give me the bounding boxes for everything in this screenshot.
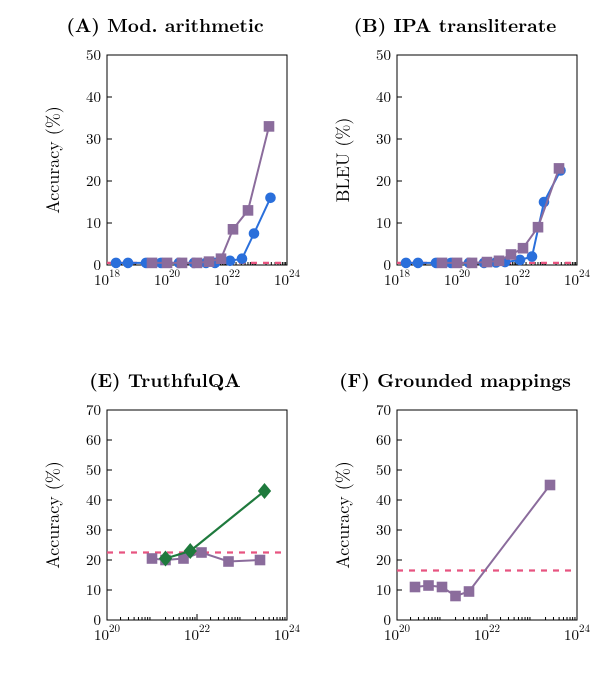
svg-text:1022: 1022 (504, 266, 530, 290)
svg-text:20: 20 (86, 170, 101, 191)
svg-text:1022: 1022 (214, 266, 240, 290)
svg-text:Accuracy (%): Accuracy (%) (40, 106, 65, 214)
panel-a: (A) Mod. arithmetic 01020304050Accuracy … (25, 10, 305, 320)
svg-text:10: 10 (86, 212, 101, 233)
svg-text:40: 40 (86, 489, 101, 510)
svg-text:1018: 1018 (94, 266, 121, 290)
svg-text:10: 10 (86, 579, 101, 600)
svg-text:20: 20 (86, 549, 101, 570)
svg-text:Accuracy (%): Accuracy (%) (330, 461, 355, 569)
panel-e: (E) TruthfulQA 010203040506070Accuracy (… (25, 365, 305, 675)
svg-text:1022: 1022 (184, 621, 210, 645)
svg-text:1022: 1022 (474, 621, 500, 645)
svg-text:30: 30 (376, 519, 391, 540)
svg-text:70: 70 (376, 399, 391, 420)
svg-text:1020: 1020 (384, 621, 411, 645)
svg-text:50: 50 (86, 44, 101, 65)
svg-text:40: 40 (86, 86, 101, 107)
svg-text:30: 30 (86, 128, 101, 149)
svg-text:1024: 1024 (274, 266, 301, 290)
svg-text:50: 50 (376, 44, 391, 65)
svg-text:60: 60 (376, 429, 391, 450)
svg-text:30: 30 (376, 128, 391, 149)
svg-text:BLEU (%): BLEU (%) (330, 118, 355, 203)
panel-a-svg: 01020304050Accuracy (%)1018102010221024 (25, 10, 305, 320)
svg-text:1020: 1020 (94, 621, 121, 645)
svg-text:40: 40 (376, 86, 391, 107)
panel-b: (B) IPA transliterate 01020304050BLEU (%… (315, 10, 595, 320)
svg-text:50: 50 (376, 459, 391, 480)
svg-text:50: 50 (86, 459, 101, 480)
svg-text:1024: 1024 (274, 621, 301, 645)
panel-f-svg: 010203040506070Accuracy (%)102010221024 (315, 365, 595, 675)
svg-text:1020: 1020 (154, 266, 181, 290)
svg-text:40: 40 (376, 489, 391, 510)
panel-f: (F) Grounded mappings 010203040506070Acc… (315, 365, 595, 675)
svg-text:1024: 1024 (564, 621, 591, 645)
svg-text:Accuracy (%): Accuracy (%) (40, 461, 65, 569)
svg-text:1024: 1024 (564, 266, 591, 290)
panel-e-svg: 010203040506070Accuracy (%)102010221024 (25, 365, 305, 675)
svg-text:10: 10 (376, 212, 391, 233)
svg-text:60: 60 (86, 429, 101, 450)
svg-text:20: 20 (376, 549, 391, 570)
svg-text:30: 30 (86, 519, 101, 540)
svg-text:1018: 1018 (384, 266, 411, 290)
svg-text:70: 70 (86, 399, 101, 420)
svg-text:10: 10 (376, 579, 391, 600)
svg-text:1020: 1020 (444, 266, 471, 290)
svg-text:20: 20 (376, 170, 391, 191)
panel-b-svg: 01020304050BLEU (%)1018102010221024 (315, 10, 595, 320)
